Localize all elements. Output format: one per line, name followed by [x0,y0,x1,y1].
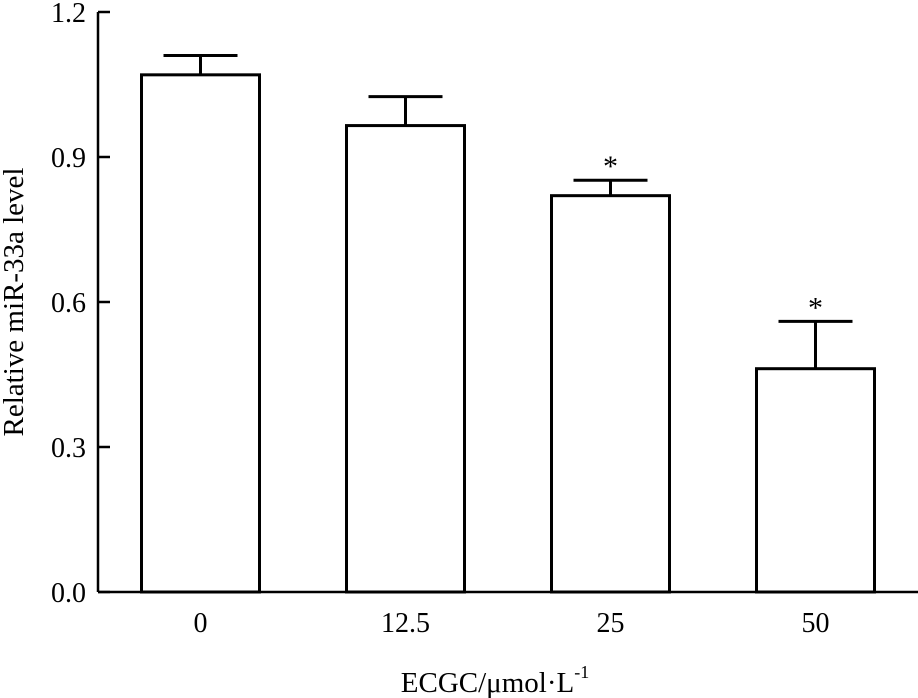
y-tick-label: 1.2 [51,0,86,29]
x-axis-title: ECGC/μmol·L-1 [401,662,589,698]
bar-12.5 [345,124,466,594]
y-tick-label: 0.9 [51,143,86,174]
significance-marker: * [603,150,618,183]
x-tick-label: 25 [597,608,625,639]
bar-0 [140,73,261,594]
x-tick-label: 50 [802,608,830,639]
x-axis: 0 12.5 25 50 [98,590,918,639]
y-axis-title: Relative miR-33a level [0,168,30,437]
significance-marker: * [808,291,823,324]
y-tick-label: 0.0 [51,578,86,609]
x-tick-label: 0 [194,608,208,639]
x-tick-label: 12.5 [381,608,430,639]
y-tick-label: 0.6 [51,288,86,319]
x-axis-title-text: ECGC/μmol·L [401,667,574,698]
bar-25 [550,194,671,594]
x-axis-title-superscript: -1 [574,662,589,682]
y-axis: 0.0 0.3 0.6 0.9 1.2 [51,0,110,609]
bars-group: ** [140,54,876,594]
bar-50 [755,367,876,594]
y-tick-label: 0.3 [51,433,86,464]
